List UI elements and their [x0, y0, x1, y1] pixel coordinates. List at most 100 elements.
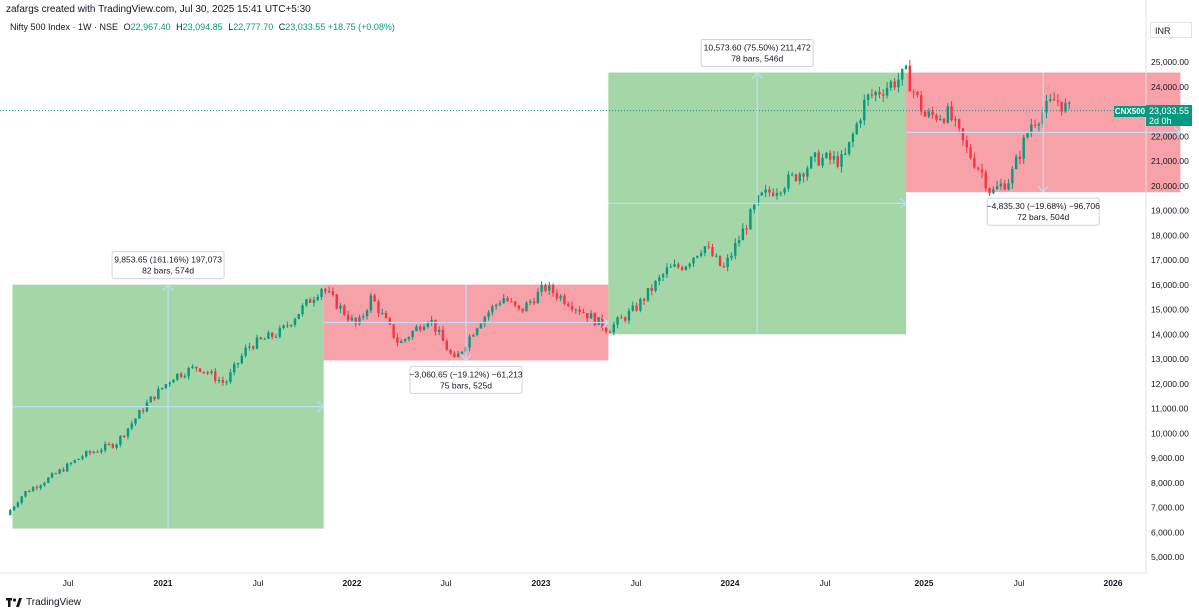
candle-body [920, 95, 923, 112]
candle-138 [529, 299, 532, 306]
candle-body [157, 388, 160, 400]
candle-body [316, 296, 319, 300]
candle-body [396, 337, 399, 343]
time-tick-label: Jul [253, 578, 264, 588]
candle-body [620, 317, 623, 319]
candle-body [134, 418, 137, 424]
candle-213 [813, 151, 817, 163]
candle-115 [441, 325, 445, 341]
candle-253 [965, 135, 968, 154]
candle-body [449, 350, 452, 354]
candle-body [502, 298, 505, 304]
candle-242 [923, 109, 927, 117]
candle-body [730, 255, 733, 258]
candle-body [472, 334, 475, 337]
candle-25 [100, 448, 103, 455]
candle-body [362, 316, 365, 318]
candle-body [548, 285, 551, 291]
candle-258 [984, 169, 987, 192]
price-tick-label: 21,000.00 [1151, 156, 1189, 166]
candle-body [828, 152, 832, 160]
candle-102 [392, 324, 395, 340]
candle-254 [969, 144, 972, 160]
candle-211 [806, 165, 809, 181]
candle-body [47, 477, 50, 483]
candle-body [305, 299, 308, 306]
candle-body [901, 68, 904, 80]
candle-278 [1060, 101, 1063, 116]
candle-206 [787, 171, 790, 192]
candle-243 [927, 108, 931, 119]
candle-205 [783, 186, 786, 196]
candle-body [593, 313, 597, 326]
tradingview-logo-icon[interactable] [6, 598, 22, 607]
candle-body [122, 435, 126, 437]
candle-82 [316, 294, 319, 302]
candle-218 [832, 150, 836, 164]
candle-171 [654, 280, 657, 293]
candle-149 [570, 301, 574, 313]
candle-body [696, 255, 699, 258]
candle-body [935, 114, 938, 120]
candle-body [1018, 156, 1022, 159]
candle-143 [548, 281, 551, 295]
candle-body [764, 189, 767, 193]
candle-167 [639, 297, 642, 313]
candle-body [388, 318, 392, 325]
candle-5 [24, 490, 27, 498]
candle-233 [889, 79, 893, 91]
candle-137 [525, 301, 528, 312]
price-tick-label: 9,000.00 [1151, 453, 1184, 463]
candle-32 [126, 428, 130, 440]
candle-body [81, 456, 84, 459]
candle-body [487, 312, 490, 317]
candle-109 [419, 324, 422, 333]
candle-body [1068, 102, 1071, 104]
candle-162 [620, 314, 623, 319]
candle-191 [730, 252, 733, 261]
candle-15 [62, 467, 65, 472]
candle-142 [544, 283, 547, 293]
candle-148 [567, 301, 570, 308]
candle-200 [764, 184, 767, 198]
candle-body [282, 325, 285, 328]
candle-252 [961, 128, 965, 146]
candle-body [434, 319, 437, 332]
candle-46 [179, 371, 183, 379]
candle-body [840, 154, 843, 167]
candle-73 [282, 324, 285, 330]
candle-body [149, 396, 152, 403]
candle-body [460, 351, 464, 354]
candle-214 [817, 149, 820, 167]
candle-249 [950, 101, 953, 122]
candle-81 [312, 296, 316, 307]
candle-body [1045, 100, 1048, 113]
candle-43 [168, 381, 171, 387]
candle-270 [1030, 118, 1033, 138]
candle-body [707, 246, 710, 248]
candle-body [555, 293, 559, 299]
candle-221 [844, 147, 847, 156]
candle-body [1011, 168, 1014, 184]
candle-body [551, 285, 555, 294]
candle-body [851, 134, 855, 142]
candle-195 [745, 225, 748, 235]
currency-selector[interactable]: INR [1150, 22, 1192, 38]
candle-170 [650, 284, 653, 296]
range-zones [12, 72, 1181, 529]
candle-body [715, 255, 718, 257]
symbol-title[interactable]: Nifty 500 Index · 1W · NSE [10, 22, 119, 32]
candle-body [870, 94, 874, 96]
time-tick-label: 2025 [915, 578, 934, 588]
candle-186 [711, 243, 714, 257]
candle-181 [692, 257, 695, 268]
candle-231 [882, 88, 885, 103]
candle-body [772, 192, 775, 196]
candle-body [479, 323, 483, 329]
candle-114 [437, 326, 441, 335]
candle-body [278, 327, 281, 337]
candle-body [813, 152, 817, 158]
candle-271 [1033, 119, 1037, 128]
